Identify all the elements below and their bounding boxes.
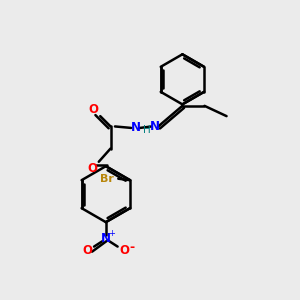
Text: O: O — [87, 162, 97, 175]
Text: H: H — [142, 125, 150, 135]
Text: N: N — [130, 122, 141, 134]
Text: O: O — [120, 244, 130, 257]
Text: N: N — [150, 120, 160, 133]
Text: +: + — [108, 229, 115, 238]
Text: O: O — [82, 244, 92, 257]
Text: N: N — [101, 232, 111, 245]
Text: O: O — [88, 103, 98, 116]
Text: Br: Br — [100, 174, 114, 184]
Text: -: - — [130, 241, 135, 254]
